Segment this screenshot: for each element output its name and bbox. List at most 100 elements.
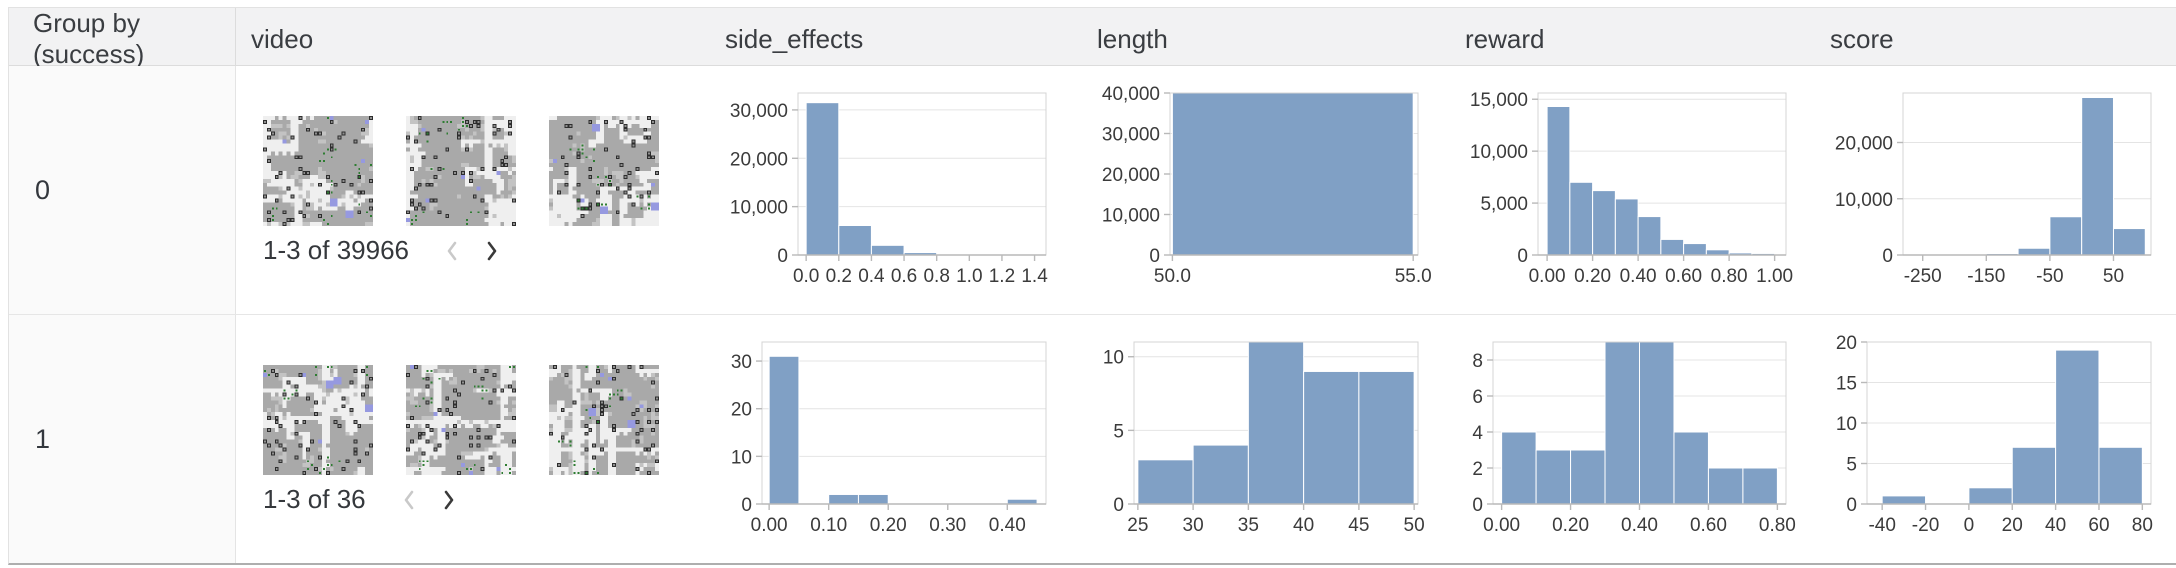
svg-text:40: 40 [1293, 515, 1314, 536]
video-thumbnail[interactable] [263, 365, 373, 475]
svg-text:0.2: 0.2 [826, 266, 852, 287]
score-histogram: 0 5 10 15 20 -40 -20 0 20 40 60 80 [1836, 333, 2153, 536]
svg-text:10,000: 10,000 [1470, 142, 1528, 163]
svg-text:20: 20 [731, 400, 752, 421]
svg-text:0.60: 0.60 [1665, 266, 1702, 287]
group-value: 1 [9, 315, 236, 563]
svg-text:6: 6 [1472, 387, 1483, 408]
svg-text:0.80: 0.80 [1759, 515, 1796, 536]
svg-text:8: 8 [1472, 351, 1483, 372]
svg-text:20,000: 20,000 [1102, 165, 1160, 186]
histogram-cell-side-effects: 0 10 20 30 0.00 0.10 0.20 0.30 0.40 [710, 315, 1082, 563]
histogram-cell-side-effects: 0 10,000 20,000 30,000 0.0 0.2 0.4 0.6 0.8 1.0 1.2… [710, 66, 1082, 314]
svg-text:4: 4 [1472, 423, 1483, 444]
svg-text:0.40: 0.40 [1621, 515, 1658, 536]
svg-text:10,000: 10,000 [1102, 206, 1160, 227]
svg-text:45: 45 [1348, 515, 1369, 536]
svg-text:0.10: 0.10 [810, 515, 847, 536]
svg-text:-20: -20 [1912, 515, 1939, 536]
next-page-button[interactable] [481, 238, 503, 264]
svg-text:0.40: 0.40 [1620, 266, 1657, 287]
svg-text:0.20: 0.20 [1552, 515, 1589, 536]
svg-text:25: 25 [1127, 515, 1148, 536]
length-histogram: 0 5 10 25 30 35 40 45 50 [1103, 341, 1425, 536]
svg-text:60: 60 [2088, 515, 2109, 536]
svg-text:0: 0 [777, 246, 788, 267]
svg-text:-250: -250 [1904, 266, 1942, 287]
column-header-length[interactable]: length [1097, 23, 1168, 54]
next-page-button[interactable] [438, 487, 460, 513]
svg-text:0.00: 0.00 [1529, 266, 1566, 287]
histogram-cell-length: 0 5 10 25 30 35 40 45 50 [1082, 315, 1450, 563]
histogram-cell-reward: 0 2 4 6 8 0.00 0.20 0.40 0.60 0.80 [1450, 315, 1815, 563]
svg-text:0.20: 0.20 [870, 515, 907, 536]
table-header: Group by (success) video side_effects le… [9, 8, 2176, 70]
prev-page-button [441, 238, 463, 264]
svg-text:0.00: 0.00 [751, 515, 788, 536]
svg-text:0: 0 [1882, 246, 1893, 267]
pagination-label: 1-3 of 36 [263, 484, 366, 514]
score-histogram: 0 10,000 20,000 -250 -150 -50 50 [1835, 92, 2152, 287]
video-thumbnail[interactable] [549, 365, 659, 475]
svg-text:80: 80 [2132, 515, 2153, 536]
svg-text:1.00: 1.00 [1756, 266, 1793, 287]
svg-text:0.00: 0.00 [1483, 515, 1520, 536]
svg-text:1.4: 1.4 [1021, 266, 1048, 287]
video-thumbnail[interactable] [549, 116, 659, 226]
column-header-side-effects[interactable]: side_effects [725, 23, 864, 54]
video-cell: 1-3 of 36 [236, 315, 710, 563]
prev-page-button [398, 487, 420, 513]
svg-text:2: 2 [1472, 459, 1483, 480]
svg-text:10: 10 [731, 447, 752, 468]
column-header-score[interactable]: score [1830, 23, 1894, 54]
column-header-group-by[interactable]: Group by (success) [9, 8, 236, 70]
svg-text:5: 5 [1846, 455, 1857, 476]
svg-text:0: 0 [741, 495, 752, 516]
svg-text:1.2: 1.2 [989, 266, 1015, 287]
reward-histogram: 0 5,000 10,000 15,000 0.00 0.20 0.40 0.60 0.80 1.… [1470, 90, 1793, 287]
svg-text:10: 10 [1103, 348, 1124, 369]
svg-text:10: 10 [1836, 414, 1857, 435]
svg-text:5,000: 5,000 [1480, 194, 1528, 215]
svg-text:0: 0 [1149, 246, 1160, 267]
histogram-cell-length: 0 10,000 20,000 30,000 40,000 50.0 55.0 [1082, 66, 1450, 314]
svg-text:5: 5 [1113, 421, 1124, 442]
svg-text:0.80: 0.80 [1711, 266, 1748, 287]
side-effects-histogram: 0 10,000 20,000 30,000 0.0 0.2 0.4 0.6 0.8 1.0 1.2… [730, 92, 1048, 287]
svg-text:0.6: 0.6 [891, 266, 917, 287]
svg-text:40,000: 40,000 [1102, 84, 1160, 105]
svg-text:0.4: 0.4 [858, 266, 885, 287]
svg-text:40: 40 [2045, 515, 2066, 536]
svg-text:-150: -150 [1967, 266, 2005, 287]
side-effects-histogram: 0 10 20 30 0.00 0.10 0.20 0.30 0.40 [731, 341, 1047, 536]
svg-text:20,000: 20,000 [1835, 134, 1893, 155]
length-histogram: 0 10,000 20,000 30,000 40,000 50.0 55.0 [1102, 84, 1432, 287]
svg-text:20,000: 20,000 [730, 149, 788, 170]
chevron-left-icon [404, 490, 413, 509]
svg-text:0.8: 0.8 [923, 266, 949, 287]
svg-text:30: 30 [731, 352, 752, 373]
video-thumbnail[interactable] [406, 365, 516, 475]
histogram-cell-reward: 0 5,000 10,000 15,000 0.00 0.20 0.40 0.60 0.80 1.… [1450, 66, 1815, 314]
svg-text:0: 0 [1472, 495, 1483, 516]
svg-text:0.20: 0.20 [1574, 266, 1611, 287]
video-thumbnail[interactable] [406, 116, 516, 226]
svg-text:10,000: 10,000 [1835, 190, 1893, 211]
svg-text:15: 15 [1836, 374, 1857, 395]
histogram-cell-score: 0 10,000 20,000 -250 -150 -50 50 [1815, 66, 2176, 314]
video-thumbnails [263, 116, 710, 226]
svg-text:10,000: 10,000 [730, 198, 788, 219]
video-thumbnail[interactable] [263, 116, 373, 226]
column-header-reward[interactable]: reward [1465, 23, 1545, 54]
table-row: 0 1-3 of 39966 [9, 66, 2176, 315]
column-header-video[interactable]: video [251, 23, 314, 54]
svg-text:0: 0 [1846, 495, 1857, 516]
group-value: 0 [9, 66, 236, 314]
svg-text:15,000: 15,000 [1470, 90, 1528, 111]
svg-text:30,000: 30,000 [730, 101, 788, 122]
svg-text:0: 0 [1113, 495, 1124, 516]
chevron-right-icon [487, 241, 497, 260]
pagination-label: 1-3 of 39966 [263, 235, 410, 265]
svg-text:-40: -40 [1868, 515, 1895, 536]
chevron-right-icon [444, 490, 453, 509]
